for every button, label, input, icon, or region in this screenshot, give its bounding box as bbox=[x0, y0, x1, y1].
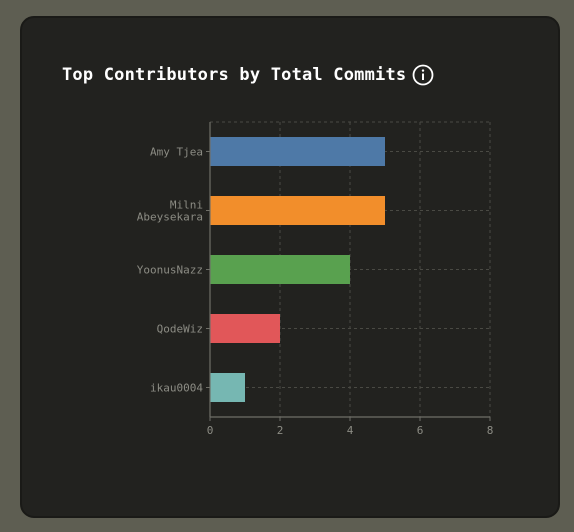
y-tick-label-3: QodeWiz bbox=[157, 323, 203, 336]
bar-0 bbox=[210, 137, 385, 166]
x-tick-label-2: 4 bbox=[347, 424, 354, 437]
x-tick-label-3: 6 bbox=[417, 424, 424, 437]
x-tick-label-4: 8 bbox=[487, 424, 494, 437]
y-tick-label-4: ikau0004 bbox=[150, 382, 203, 395]
y-tick-label-1: Milni Abeysekara bbox=[137, 199, 203, 224]
y-tick-label-0: Amy Tjea bbox=[150, 146, 203, 159]
info-circle-icon[interactable] bbox=[412, 64, 434, 86]
bar-1 bbox=[210, 196, 385, 225]
chart-title: Top Contributors by Total Commits bbox=[62, 65, 407, 85]
y-tick-label-2: YoonusNazz bbox=[137, 264, 203, 277]
bar-2 bbox=[210, 255, 350, 284]
bar-3 bbox=[210, 314, 280, 343]
title-row: Top Contributors by Total Commits bbox=[62, 64, 434, 86]
bar-4 bbox=[210, 373, 245, 402]
x-tick-label-0: 0 bbox=[207, 424, 214, 437]
x-tick-label-1: 2 bbox=[277, 424, 284, 437]
